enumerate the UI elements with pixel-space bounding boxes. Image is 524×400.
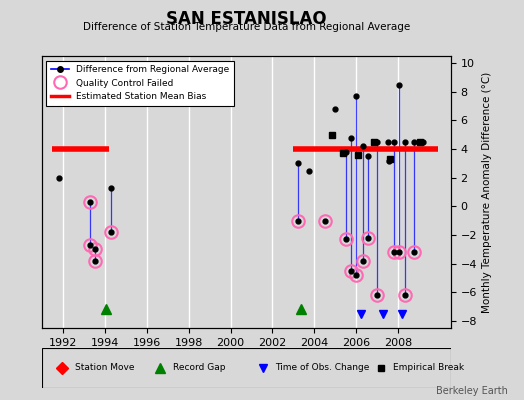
Text: Difference of Station Temperature Data from Regional Average: Difference of Station Temperature Data f…: [83, 22, 410, 32]
Text: Berkeley Earth: Berkeley Earth: [436, 386, 508, 396]
Text: SAN ESTANISLAO: SAN ESTANISLAO: [166, 10, 326, 28]
Text: Station Move: Station Move: [74, 364, 134, 372]
Text: Time of Obs. Change: Time of Obs. Change: [275, 364, 369, 372]
Y-axis label: Monthly Temperature Anomaly Difference (°C): Monthly Temperature Anomaly Difference (…: [483, 71, 493, 313]
Legend: Difference from Regional Average, Quality Control Failed, Estimated Station Mean: Difference from Regional Average, Qualit…: [47, 60, 234, 106]
FancyBboxPatch shape: [42, 348, 451, 388]
Text: Record Gap: Record Gap: [173, 364, 225, 372]
Text: Empirical Break: Empirical Break: [394, 364, 465, 372]
